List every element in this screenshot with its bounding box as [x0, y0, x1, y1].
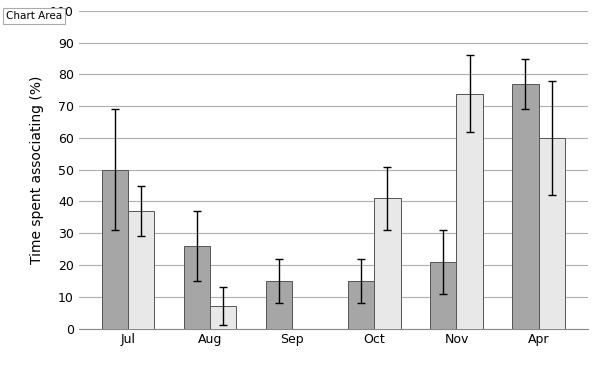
- Bar: [266, 281, 292, 328]
- Y-axis label: Time spent associating (%): Time spent associating (%): [30, 76, 44, 264]
- Bar: [456, 93, 483, 328]
- Bar: [348, 281, 375, 328]
- Bar: [539, 138, 565, 328]
- Text: Chart Area: Chart Area: [6, 11, 62, 21]
- Bar: [128, 211, 155, 328]
- Bar: [184, 246, 210, 328]
- Bar: [512, 84, 539, 328]
- Bar: [210, 306, 236, 329]
- Bar: [375, 198, 401, 328]
- Bar: [102, 170, 128, 328]
- Bar: [430, 262, 456, 328]
